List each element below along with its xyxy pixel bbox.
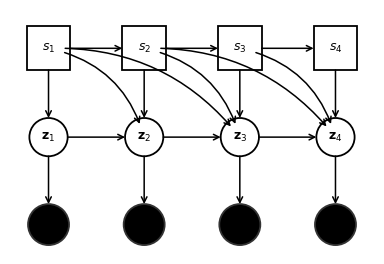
- Text: $\mathbf{z}_1$: $\mathbf{z}_1$: [41, 131, 56, 144]
- FancyBboxPatch shape: [218, 26, 262, 70]
- FancyBboxPatch shape: [122, 26, 166, 70]
- Circle shape: [28, 204, 69, 245]
- Circle shape: [124, 204, 165, 245]
- Text: $s_2$: $s_2$: [137, 42, 151, 55]
- FancyBboxPatch shape: [314, 26, 358, 70]
- Circle shape: [30, 118, 68, 156]
- Circle shape: [219, 204, 260, 245]
- Text: $s_3$: $s_3$: [233, 42, 247, 55]
- Text: $\mathbf{z}_4$: $\mathbf{z}_4$: [328, 131, 343, 144]
- FancyBboxPatch shape: [26, 26, 70, 70]
- Circle shape: [125, 118, 163, 156]
- Text: $s_1$: $s_1$: [42, 42, 55, 55]
- Text: $\mathbf{z}_2$: $\mathbf{z}_2$: [137, 131, 151, 144]
- Text: $\mathbf{z}_3$: $\mathbf{z}_3$: [233, 131, 247, 144]
- Text: $s_4$: $s_4$: [329, 42, 342, 55]
- Circle shape: [221, 118, 259, 156]
- Circle shape: [315, 204, 356, 245]
- Circle shape: [316, 118, 354, 156]
